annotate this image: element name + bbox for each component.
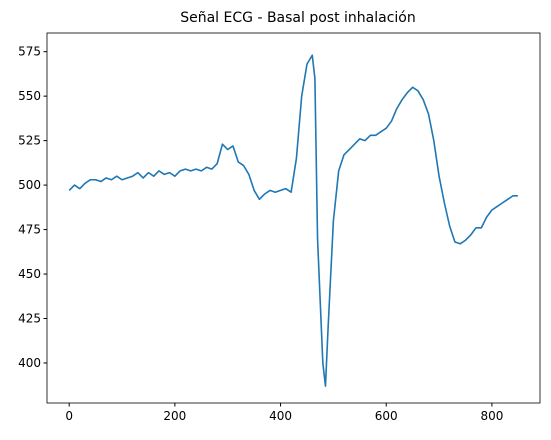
line-series <box>68 54 518 387</box>
x-tick-label: 600 <box>375 409 398 423</box>
y-tick-label: 550 <box>18 89 41 103</box>
y-tick-label: 575 <box>18 45 41 59</box>
y-tick-label: 500 <box>18 178 41 192</box>
x-tick-label: 400 <box>269 409 292 423</box>
y-tick-label: 450 <box>18 267 41 281</box>
y-tick-label: 475 <box>18 223 41 237</box>
y-tick-label: 400 <box>18 356 41 370</box>
plot-frame <box>46 32 541 404</box>
x-tick-label: 0 <box>65 409 73 423</box>
x-tick-label: 800 <box>480 409 503 423</box>
y-tick-label: 425 <box>18 312 41 326</box>
y-tick-label: 525 <box>18 134 41 148</box>
chart-title: Señal ECG - Basal post inhalación <box>180 10 416 26</box>
x-tick-label: 200 <box>163 409 186 423</box>
